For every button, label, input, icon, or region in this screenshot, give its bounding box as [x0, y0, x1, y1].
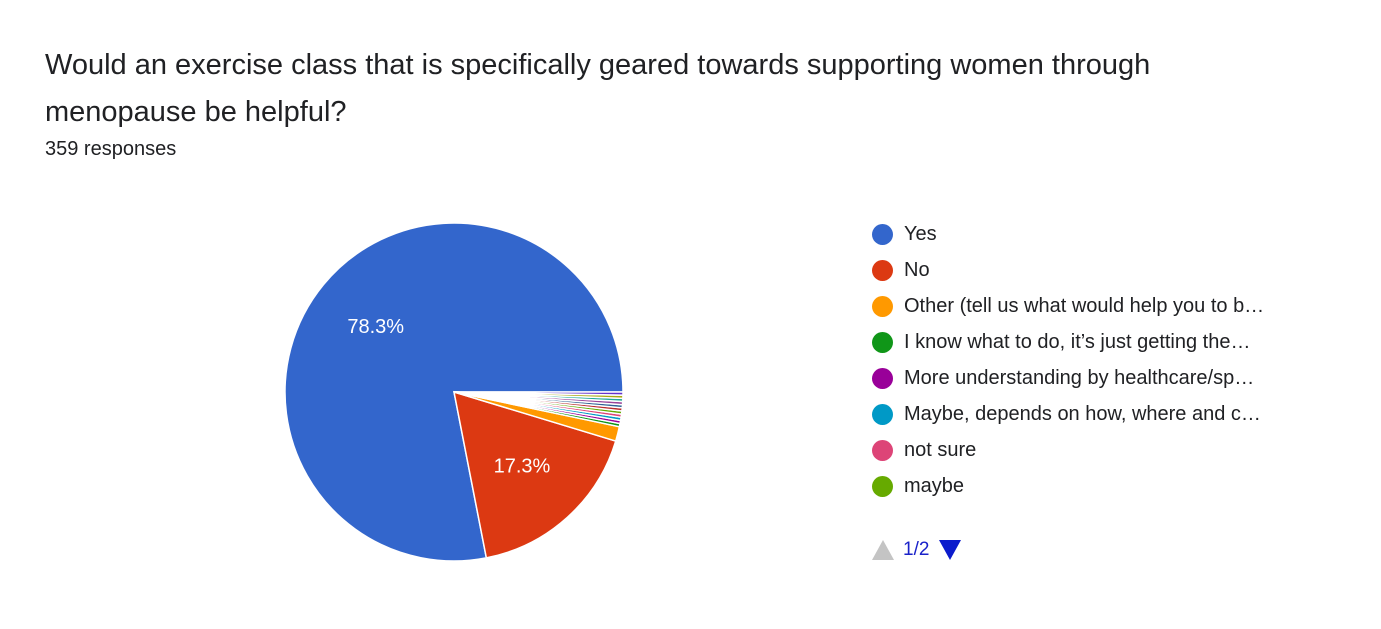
legend-item-know-what-to-do[interactable]: I know what to do, it’s just getting the… [872, 324, 1264, 360]
legend-pager: 1/2 [872, 536, 962, 564]
legend-label: More understanding by healthcare/sp… [904, 366, 1255, 389]
legend-swatch [872, 223, 893, 245]
question-title: Would an exercise class that is specific… [45, 49, 1151, 128]
legend-swatch [872, 295, 893, 317]
legend-item-more-understanding[interactable]: More understanding by healthcare/sp… [872, 360, 1264, 396]
next-page-icon[interactable] [939, 540, 962, 560]
legend-item-maybe-depends[interactable]: Maybe, depends on how, where and c… [872, 396, 1264, 432]
legend-item-other[interactable]: Other (tell us what would help you to b… [872, 288, 1264, 324]
legend-label: I know what to do, it’s just getting the… [904, 330, 1251, 353]
legend-item-yes[interactable]: Yes [872, 216, 1264, 252]
legend-swatch [872, 475, 893, 497]
legend-label: Yes [904, 222, 937, 245]
pie-slice-13[interactable] [453, 391, 624, 396]
pie-slice-0[interactable] [284, 222, 624, 562]
previous-page-icon[interactable] [872, 540, 894, 560]
response-count: 359 responses [45, 138, 177, 160]
legend-item-no[interactable]: No [872, 252, 1264, 288]
pie-data-label: 78.3% [347, 316, 404, 338]
legend-swatch [872, 439, 893, 461]
legend-item-not-sure[interactable]: not sure [872, 432, 1264, 468]
legend-swatch [872, 331, 893, 353]
legend-label: not sure [904, 438, 977, 461]
chart-legend: Yes No Other (tell us what would help yo… [872, 216, 1264, 504]
legend-swatch [872, 259, 893, 281]
pie-data-label: 17.3% [494, 456, 551, 478]
legend-label: No [904, 258, 930, 281]
pie-slice-1[interactable] [453, 390, 617, 559]
legend-swatch [872, 403, 893, 425]
legend-label: Maybe, depends on how, where and c… [904, 402, 1261, 425]
legend-label: Other (tell us what would help you to b… [904, 294, 1265, 317]
legend-swatch [872, 367, 893, 389]
legend-item-maybe[interactable]: maybe [872, 468, 1264, 504]
legend-label: maybe [904, 474, 965, 497]
page-indicator: 1/2 [903, 539, 930, 560]
